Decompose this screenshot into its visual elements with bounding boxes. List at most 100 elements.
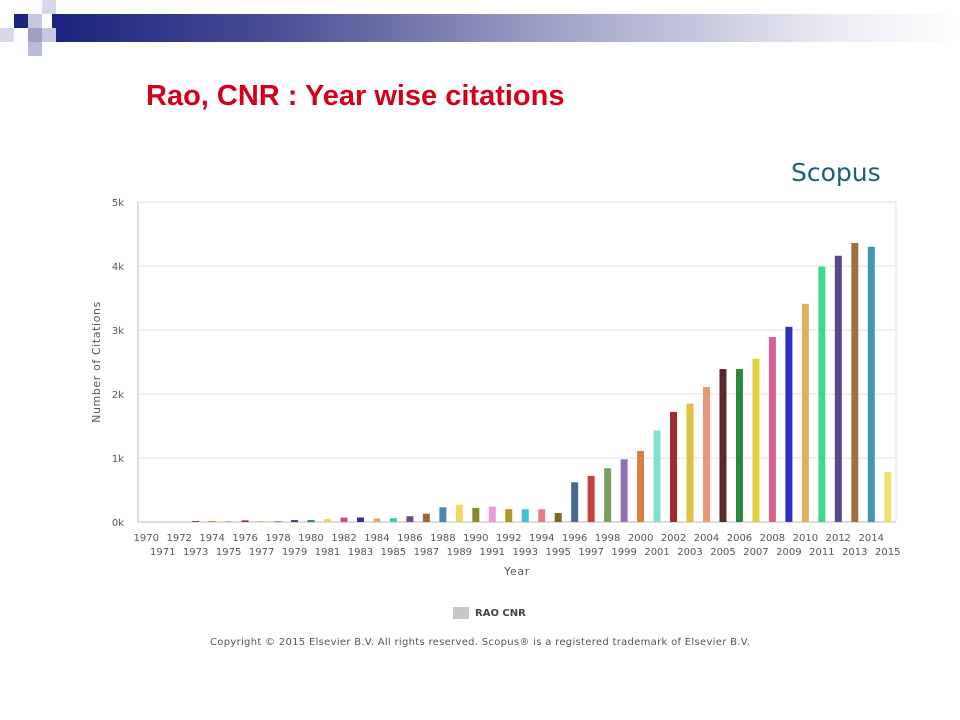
bar-1984[interactable] <box>373 518 381 522</box>
decoration-square-mid <box>28 28 42 42</box>
x-tick-label: 2001 <box>644 547 669 558</box>
legend-swatch <box>453 607 469 619</box>
bar-2004[interactable] <box>703 386 710 522</box>
x-tick-label: 1970 <box>134 533 159 544</box>
bar-2012[interactable] <box>834 255 842 522</box>
x-tick-label: 2005 <box>710 547 735 558</box>
bar-2002[interactable] <box>670 411 678 522</box>
y-tick-label: 5k <box>112 198 124 209</box>
x-tick-label: 1978 <box>265 533 290 544</box>
bar-2009[interactable] <box>785 326 793 522</box>
x-tick-label: 1998 <box>595 533 620 544</box>
bar-1981[interactable] <box>324 519 331 522</box>
x-axis-title: Year <box>503 565 530 578</box>
bar-1992[interactable] <box>505 509 513 522</box>
x-tick-label: 1990 <box>463 533 488 544</box>
copyright-notice: Copyright © 2015 Elsevier B.V. All right… <box>210 637 751 648</box>
slide-title: Rao, CNR : Year wise citations <box>146 80 565 112</box>
decoration-square-navy <box>14 14 28 28</box>
bar-1990[interactable] <box>472 507 480 522</box>
bar-2014[interactable] <box>867 246 875 523</box>
decoration-square-light <box>42 0 56 14</box>
bar-1995[interactable] <box>554 513 562 522</box>
legend-label: RAO CNR <box>475 607 526 619</box>
decoration-square-light <box>28 14 42 28</box>
x-tick-label: 1973 <box>183 547 208 558</box>
x-tick-label: 2009 <box>776 547 801 558</box>
bar-1974[interactable] <box>208 521 216 522</box>
x-tick-label: 1989 <box>447 547 472 558</box>
x-tick-label: 1972 <box>166 533 191 544</box>
bar-1982[interactable] <box>340 517 348 522</box>
x-tick-label: 1975 <box>216 547 241 558</box>
bar-1979[interactable] <box>291 520 299 522</box>
bar-1980[interactable] <box>307 520 315 522</box>
bar-2011[interactable] <box>818 266 826 522</box>
bar-1987[interactable] <box>422 513 430 522</box>
x-tick-label: 1983 <box>348 547 373 558</box>
bar-2015[interactable] <box>884 472 892 522</box>
x-tick-label: 1985 <box>381 547 406 558</box>
bar-2007[interactable] <box>752 358 760 522</box>
chart-legend[interactable]: RAO CNR <box>453 607 526 619</box>
x-tick-label: 1986 <box>397 533 422 544</box>
bar-1977[interactable] <box>258 521 266 522</box>
y-axis-title: Number of Citations <box>90 301 103 423</box>
x-tick-label: 1993 <box>513 547 538 558</box>
y-tick-label: 4k <box>112 262 124 273</box>
bar-1983[interactable] <box>356 517 364 522</box>
x-tick-label: 1981 <box>315 547 340 558</box>
x-tick-label: 1980 <box>298 533 323 544</box>
x-tick-label: 2011 <box>809 547 834 558</box>
x-tick-label: 1982 <box>331 533 356 544</box>
x-tick-label: 2008 <box>760 533 785 544</box>
bar-1996[interactable] <box>571 482 579 522</box>
bar-1975[interactable] <box>225 521 233 522</box>
bar-2006[interactable] <box>735 369 743 522</box>
bar-1976[interactable] <box>241 520 249 522</box>
x-tick-label: 1984 <box>364 533 389 544</box>
x-tick-label: 1974 <box>199 533 224 544</box>
scopus-logo-text: Scopus <box>791 158 881 187</box>
x-tick-label: 1999 <box>611 547 636 558</box>
decoration-square-light <box>0 28 14 42</box>
x-tick-label: 2013 <box>842 547 867 558</box>
bar-1978[interactable] <box>274 521 282 522</box>
bar-1999[interactable] <box>620 459 628 522</box>
x-tick-label: 1976 <box>232 533 257 544</box>
decoration-square-light <box>42 28 56 42</box>
bar-2000[interactable] <box>637 450 645 522</box>
x-tick-label: 2004 <box>694 533 719 544</box>
bar-2005[interactable] <box>719 369 727 522</box>
x-tick-label: 2014 <box>859 533 884 544</box>
bar-2001[interactable] <box>653 430 661 522</box>
bar-1991[interactable] <box>488 506 496 522</box>
bar-2013[interactable] <box>851 242 859 522</box>
x-tick-label: 1991 <box>480 547 505 558</box>
bar-2010[interactable] <box>801 303 809 522</box>
bar-2003[interactable] <box>686 403 694 522</box>
x-tick-label: 1988 <box>430 533 455 544</box>
y-tick-label: 2k <box>112 390 124 401</box>
y-tick-label: 3k <box>112 326 124 337</box>
bar-1998[interactable] <box>604 468 612 522</box>
bar-1993[interactable] <box>521 509 529 522</box>
x-tick-label: 2007 <box>743 547 768 558</box>
x-tick-label: 2015 <box>875 547 900 558</box>
bar-1997[interactable] <box>587 475 595 522</box>
bar-1994[interactable] <box>538 509 546 522</box>
x-tick-label: 1992 <box>496 533 521 544</box>
bar-1989[interactable] <box>455 504 463 522</box>
x-tick-label: 1971 <box>150 547 175 558</box>
x-tick-label: 2002 <box>661 533 686 544</box>
bar-1973[interactable] <box>192 521 200 522</box>
x-tick-label: 1994 <box>529 533 554 544</box>
x-tick-label: 2006 <box>727 533 752 544</box>
bar-2008[interactable] <box>768 337 776 522</box>
bar-1988[interactable] <box>439 507 447 522</box>
x-tick-label: 1979 <box>282 547 307 558</box>
bar-1985[interactable] <box>389 518 397 522</box>
bar-1986[interactable] <box>406 516 414 522</box>
decoration-square-light <box>28 42 42 56</box>
